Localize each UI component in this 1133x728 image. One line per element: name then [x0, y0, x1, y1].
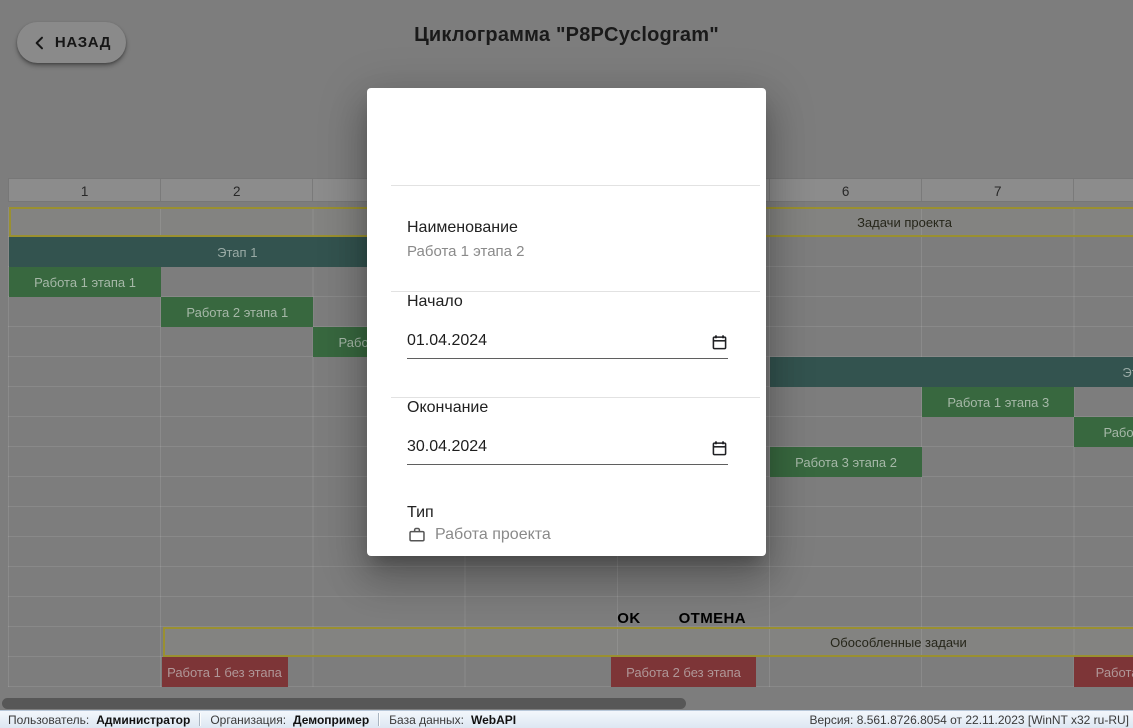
end-date-value: 30.04.2024: [407, 438, 488, 455]
divider: [391, 397, 760, 398]
user-label: Пользователь:: [8, 712, 90, 727]
back-button[interactable]: НАЗАД: [17, 22, 126, 63]
dialog-actions: OK ОТМЕНА: [609, 604, 754, 633]
bar-label: Работа 1 этапа 1: [34, 274, 137, 290]
bar-работа-1-без-этапа[interactable]: Работа 1 без этапа: [161, 657, 288, 687]
start-label: Начало: [407, 293, 463, 310]
column-header-1: 1: [9, 179, 162, 201]
bar-работа-2-без-этапа[interactable]: Работа 2 без этапа: [611, 657, 756, 687]
bar-работа-1-этапа-3[interactable]: Работа 1 этапа 3: [922, 387, 1075, 417]
calendar-icon[interactable]: [711, 334, 728, 351]
end-label: Окончание: [407, 399, 489, 416]
bar-работа-1-этапа-1[interactable]: Работа 1 этапа 1: [9, 267, 162, 297]
name-value: Работа 1 этапа 2: [407, 243, 525, 260]
bar-label: Задачи проекта: [857, 214, 952, 230]
horizontal-scrollbar-track[interactable]: [0, 697, 1133, 710]
column-header-2: 2: [161, 179, 314, 201]
type-value: Работа проекта: [435, 525, 551, 543]
bar-label: Работа 3 без этапа: [1095, 664, 1133, 680]
ok-button[interactable]: OK: [609, 604, 648, 633]
page-title: Циклограмма "P8PCyclogram": [414, 24, 719, 46]
input-underline: [407, 464, 728, 465]
name-label: Наименование: [407, 219, 518, 236]
bar-работа-2-этапа-3[interactable]: Работа 2 этапа 3: [1074, 417, 1133, 447]
input-underline: [407, 358, 728, 359]
bar-label: Работа 3 этапа 2: [795, 454, 898, 470]
bar-label: Работа 2 этапа 1: [186, 304, 289, 320]
briefcase-icon: [409, 527, 425, 542]
user-value: Администратор: [96, 712, 191, 727]
calendar-icon[interactable]: [711, 440, 728, 457]
divider: [391, 291, 760, 292]
divider: [391, 185, 760, 186]
bar-label: Работа 1 этапа 3: [947, 394, 1050, 410]
column-header-8: [1074, 179, 1133, 201]
version-text: Версия: 8.561.8726.8054 от 22.11.2023 [W…: [809, 712, 1129, 727]
bar-работа-3-без-этапа[interactable]: Работа 3 без этапа: [1074, 657, 1133, 687]
horizontal-scrollbar-thumb[interactable]: [2, 698, 686, 709]
bar-label: Этап 1: [217, 244, 258, 260]
bar-этап-3[interactable]: Этап 3: [770, 357, 1133, 387]
status-bar: Пользователь: Администратор Организация:…: [0, 710, 1133, 728]
db-label: База данных:: [389, 712, 464, 727]
end-date-input[interactable]: 30.04.2024: [407, 438, 728, 465]
type-label: Тип: [407, 504, 434, 521]
org-label: Организация:: [210, 712, 287, 727]
start-date-value: 01.04.2024: [407, 332, 488, 349]
separator: [199, 713, 202, 726]
column-header-6: 6: [770, 179, 923, 201]
task-edit-dialog: Наименование Работа 1 этапа 2 Начало 01.…: [367, 88, 766, 627]
back-button-label: НАЗАД: [54, 34, 112, 51]
separator: [378, 713, 381, 726]
bar-работа-2-этапа-1[interactable]: Работа 2 этапа 1: [161, 297, 314, 327]
bar-label: Работа 1 без этапа: [167, 664, 282, 680]
bar-label: Этап 3: [1122, 364, 1133, 380]
chevron-left-icon: [32, 35, 48, 51]
cancel-button[interactable]: ОТМЕНА: [671, 604, 754, 633]
type-row: Работа проекта: [407, 525, 551, 544]
start-date-input[interactable]: 01.04.2024: [407, 332, 728, 359]
bar-работа-3-этапа-2[interactable]: Работа 3 этапа 2: [770, 447, 923, 477]
bar-label: Работа 2 этапа 3: [1103, 424, 1133, 440]
org-value: Демопример: [293, 712, 370, 727]
column-header-7: 7: [922, 179, 1075, 201]
db-value: WebAPI: [470, 712, 517, 727]
bar-label: Работа 2 без этапа: [626, 664, 741, 680]
bar-label: Обособленные задачи: [830, 634, 967, 650]
band-обособленные-задачи[interactable]: Обособленные задачи: [162, 627, 1133, 657]
